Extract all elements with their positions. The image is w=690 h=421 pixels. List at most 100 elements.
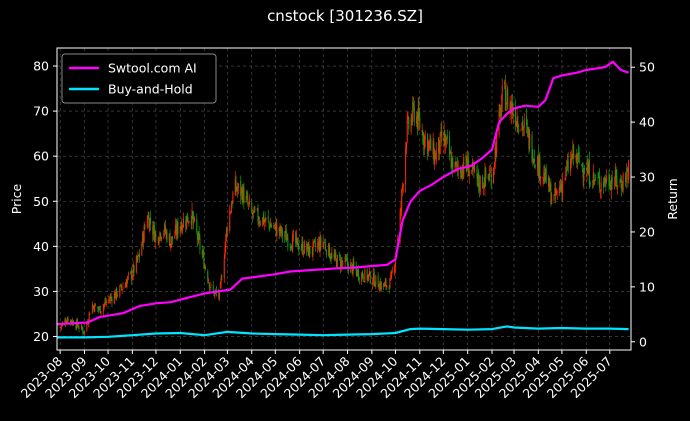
candle-body <box>445 139 447 145</box>
candle-body <box>292 234 294 236</box>
candle-body <box>406 120 408 142</box>
candle-body <box>109 296 111 301</box>
candle-body <box>67 317 69 323</box>
candle-body <box>534 165 536 168</box>
candle-body <box>620 180 622 183</box>
candle-body <box>411 118 413 123</box>
candle-body <box>609 182 611 188</box>
candle-body <box>577 153 579 161</box>
candle-body <box>175 225 177 235</box>
candle-body <box>264 218 266 222</box>
candle-body <box>627 168 629 180</box>
candle-body <box>625 171 627 183</box>
candle-body <box>619 179 621 183</box>
candle-body <box>548 177 550 187</box>
candle-body <box>489 172 491 178</box>
candle-body <box>485 167 487 179</box>
candle-body <box>269 224 271 230</box>
candle-body <box>157 237 159 243</box>
candle-body <box>180 225 182 229</box>
candle-body <box>185 221 187 227</box>
candle-body <box>130 271 132 274</box>
candle-body <box>570 159 572 172</box>
candle-body <box>390 276 392 279</box>
candle-body <box>317 241 319 246</box>
candle-body <box>80 325 82 328</box>
candle-body <box>83 331 85 334</box>
candle-body <box>358 269 360 280</box>
candle-body <box>351 264 353 274</box>
series-line-buy-and-hold <box>57 325 629 339</box>
chart-title: cnstock [301236.SZ] <box>267 7 423 25</box>
candle-body <box>383 283 385 287</box>
candle-body <box>296 238 298 240</box>
candle-body <box>556 190 558 194</box>
candle-body <box>93 306 95 311</box>
candle-body <box>302 241 304 255</box>
candle-body <box>160 233 162 239</box>
candle-body <box>482 176 484 188</box>
candle-body <box>625 173 627 182</box>
candle-body <box>333 254 335 258</box>
candle-body <box>64 319 66 324</box>
series-line-swtool-ai <box>56 60 629 326</box>
candle-body <box>405 143 407 151</box>
candle-body <box>449 151 451 154</box>
candle-body <box>59 327 61 329</box>
candle-body <box>549 184 551 191</box>
candle-body <box>610 179 612 191</box>
candle-body <box>314 242 316 248</box>
candle-body <box>83 331 85 334</box>
candle-body <box>138 253 140 258</box>
candle-body <box>394 259 396 268</box>
candle-body <box>115 288 117 299</box>
candle-body <box>144 227 146 229</box>
candle-body <box>61 324 63 328</box>
candle-body <box>468 170 470 176</box>
candle-body <box>577 152 579 155</box>
candle-body <box>345 258 347 260</box>
candle-body <box>280 227 282 234</box>
y-tick-label-right: 0 <box>639 334 647 349</box>
candle-body <box>439 132 441 154</box>
candle-body <box>378 288 380 290</box>
y-tick-label-left: 20 <box>33 329 49 344</box>
candle-body <box>339 259 341 268</box>
candle-body <box>193 215 195 224</box>
candle-body <box>621 183 623 189</box>
candle-body <box>108 299 110 301</box>
candle-body <box>138 254 140 256</box>
candle-body <box>412 101 414 119</box>
y-tick-label-left: 60 <box>33 149 49 164</box>
candle-body <box>427 134 429 154</box>
candle-body <box>423 135 425 149</box>
candle-body <box>124 284 126 288</box>
candle-body <box>336 255 338 269</box>
candle-body <box>100 311 102 314</box>
candle-body <box>500 107 502 120</box>
candle-body <box>149 217 151 225</box>
candle-body <box>154 233 156 243</box>
candle-body <box>522 121 524 131</box>
candle-body <box>553 194 555 201</box>
candle-body <box>529 134 531 147</box>
candle-body <box>141 244 143 256</box>
candle-body <box>361 273 363 282</box>
candle-body <box>240 180 242 197</box>
candle-body <box>152 226 154 236</box>
candle-body <box>356 270 358 277</box>
candle-body <box>424 135 426 140</box>
candle-body <box>60 326 62 328</box>
candle-body <box>143 225 145 243</box>
candle-body <box>383 283 385 287</box>
candle-body <box>460 173 462 179</box>
candle-body <box>295 236 297 244</box>
candle-body <box>361 271 363 278</box>
candle-body <box>427 141 429 151</box>
candle-body <box>149 218 151 231</box>
candle-body <box>417 108 419 130</box>
candle-body <box>131 276 133 281</box>
candle-body <box>339 254 341 258</box>
candle-body <box>526 126 528 129</box>
candle-body <box>113 293 115 304</box>
